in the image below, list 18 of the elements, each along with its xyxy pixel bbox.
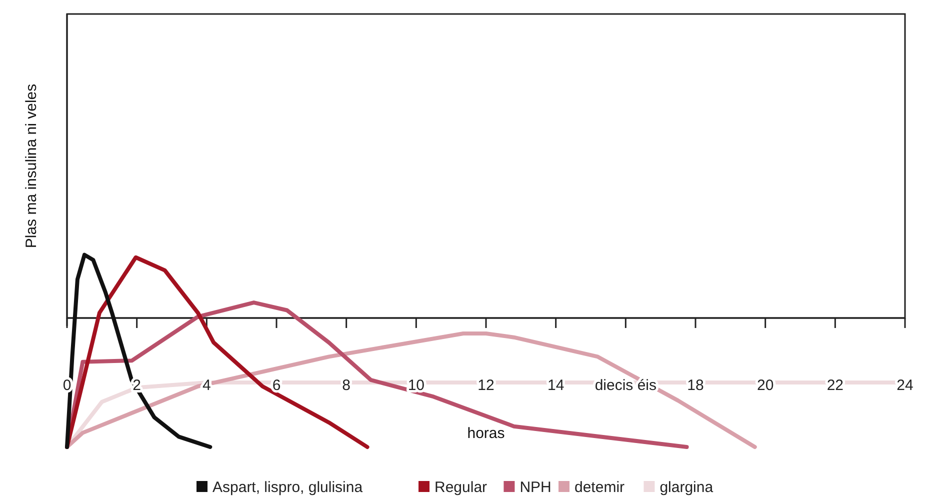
x-tick-label: 22: [826, 377, 844, 394]
x-tick-label: 14: [547, 377, 564, 394]
x-tick-label: 8: [342, 377, 351, 394]
x-tick-label: 12: [478, 377, 494, 394]
legend-label: detemir: [574, 479, 625, 496]
x-tick-label: diecis éis: [594, 377, 657, 394]
x-tick-label: 20: [756, 377, 774, 394]
x-tick-label: 24: [896, 377, 914, 394]
y-axis-title: Plas ma insulina ni veles: [23, 84, 40, 248]
x-tick-label: 4: [202, 377, 211, 394]
x-tick-label: 18: [687, 377, 704, 394]
legend-label: Regular: [434, 479, 488, 496]
x-tick-label: 10: [408, 377, 425, 394]
legend-label: Aspart, lispro, glulisina: [212, 479, 364, 496]
x-tick-label: 6: [272, 377, 281, 394]
legend-label: NPH: [520, 479, 552, 496]
legend-label: glargina: [660, 479, 714, 496]
x-axis-title: horas: [467, 425, 505, 442]
